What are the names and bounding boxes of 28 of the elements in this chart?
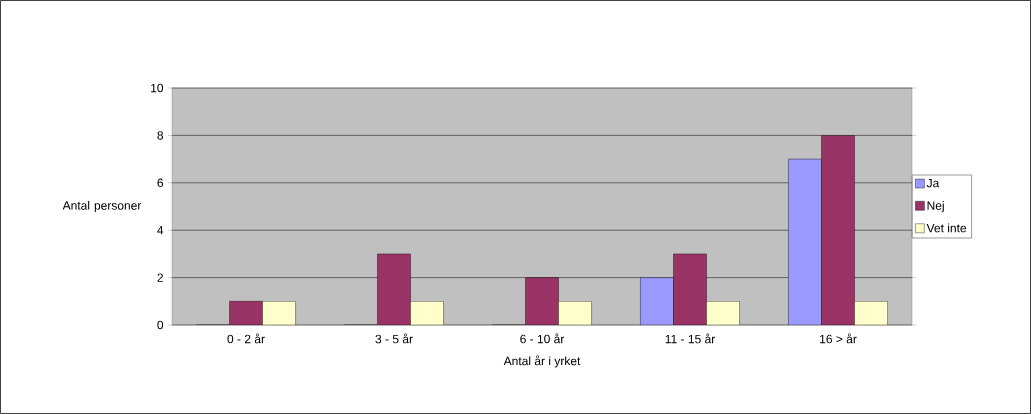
legend-label: Vet inte [926,223,967,233]
y-tick-label: 0 [157,320,164,330]
bar [558,301,592,325]
x-tick-label: 0 - 2 år [227,333,265,344]
x-tick-label: 6 - 10 år [520,333,565,344]
y-tick-label: 10 [151,83,164,93]
bar [377,253,411,325]
bar [410,301,444,325]
bar [525,277,559,325]
y-tick-label: 8 [157,131,164,140]
y-axis-title: Antal personer [62,200,142,213]
bar [854,301,888,325]
bar [673,253,707,325]
legend-label: Nej [927,201,944,213]
x-tick-label: 3 - 5 år [375,333,413,344]
bar [788,158,822,325]
x-axis-title: Antal år i yrket [503,355,581,368]
bar [706,301,740,325]
bar [821,135,855,325]
x-tick-label: 11 - 15 år [665,333,716,344]
bar [262,301,296,325]
y-tick-label: 6 [157,178,164,188]
legend-label: Ja [926,179,940,188]
bar [229,301,263,325]
y-tick-label: 4 [157,226,164,235]
y-tick-label: 2 [157,273,163,282]
bar [640,277,674,325]
x-tick-label: 16 > år [820,333,857,344]
